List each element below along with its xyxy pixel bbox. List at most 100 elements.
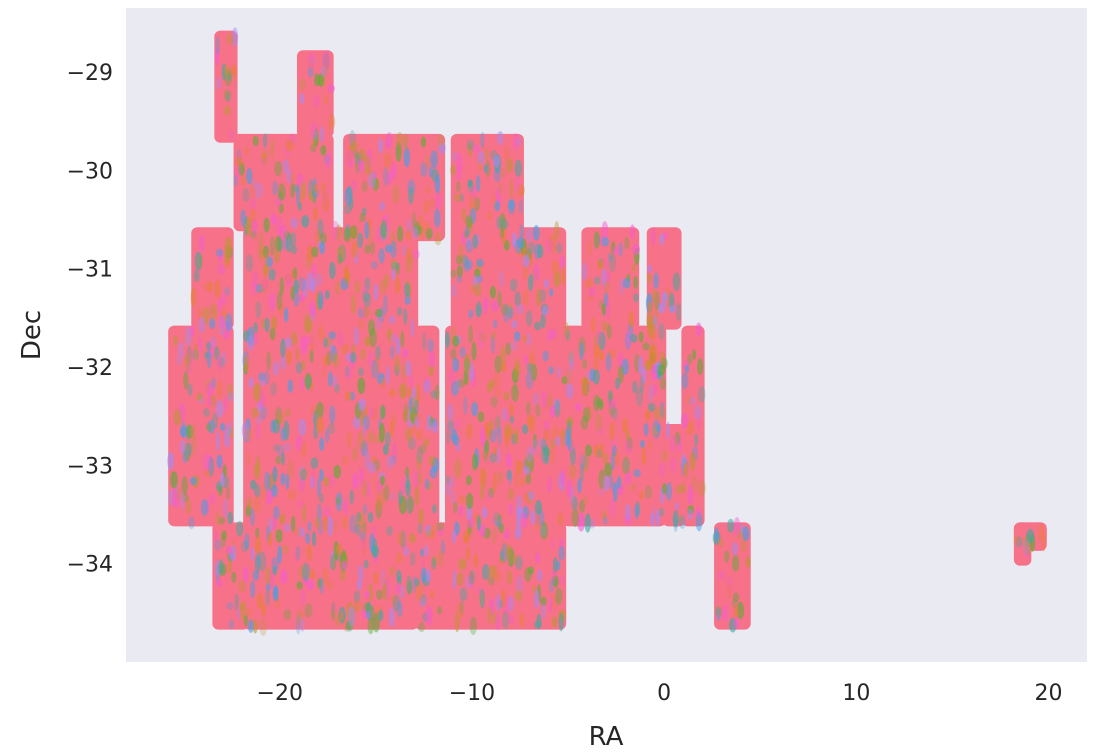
data-point: [250, 230, 257, 240]
data-point: [430, 390, 438, 399]
data-point: [419, 162, 428, 177]
data-point: [278, 190, 283, 202]
data-point: [338, 244, 346, 263]
data-point: [415, 384, 421, 405]
data-point: [666, 421, 671, 440]
data-point: [373, 283, 379, 301]
data-point: [556, 366, 562, 379]
data-point: [558, 546, 565, 561]
data-point: [548, 366, 554, 375]
data-point: [608, 474, 614, 489]
data-point: [338, 610, 344, 622]
data-point: [624, 331, 632, 350]
data-point: [607, 389, 614, 402]
data-point: [279, 513, 286, 525]
data-point: [243, 434, 251, 443]
data-point: [430, 150, 438, 169]
data-point: [290, 286, 295, 301]
data-point: [194, 251, 203, 271]
data-point: [370, 455, 377, 466]
data-point: [543, 420, 550, 432]
data-point: [520, 512, 528, 529]
data-point: [301, 359, 306, 371]
data-point: [324, 428, 330, 444]
data-point: [268, 570, 274, 590]
data-point: [519, 224, 525, 241]
data-point: [674, 502, 679, 511]
data-point: [254, 461, 261, 480]
data-point: [260, 152, 267, 167]
data-point: [261, 602, 266, 617]
data-point: [544, 445, 550, 465]
data-point: [587, 240, 592, 256]
data-point: [678, 435, 683, 453]
data-point: [359, 212, 366, 223]
data-point: [494, 512, 503, 523]
data-point: [419, 597, 427, 608]
data-point: [221, 63, 226, 81]
data-point: [185, 423, 191, 442]
data-point: [395, 276, 401, 295]
data-point: [662, 290, 668, 308]
data-point: [488, 379, 495, 389]
data-point: [434, 174, 441, 194]
data-point: [604, 270, 611, 283]
data-point: [375, 589, 383, 600]
data-point: [613, 482, 618, 503]
data-point: [337, 253, 343, 265]
data-point: [434, 195, 439, 209]
data-point: [280, 452, 285, 466]
data-point: [318, 493, 324, 504]
data-point: [279, 277, 285, 296]
data-point: [561, 266, 566, 286]
data-point: [200, 499, 209, 516]
data-point: [452, 570, 457, 590]
data-point: [659, 401, 665, 418]
data-point: [531, 439, 539, 456]
region-6: [243, 227, 419, 630]
data-point: [632, 380, 638, 394]
data-point: [335, 543, 343, 557]
data-point: [468, 195, 477, 214]
data-point: [349, 489, 354, 505]
data-point: [715, 607, 721, 621]
data-point: [206, 382, 214, 397]
data-point: [395, 132, 404, 148]
data-point: [287, 489, 296, 500]
data-point: [406, 257, 412, 274]
data-point: [579, 463, 585, 483]
data-point: [626, 436, 633, 450]
data-point: [318, 295, 323, 310]
data-point: [538, 289, 547, 303]
data-point: [579, 499, 585, 513]
data-point: [255, 182, 263, 199]
data-point: [526, 446, 534, 463]
data-point: [642, 342, 650, 351]
data-point: [590, 316, 597, 333]
data-point: [549, 445, 556, 466]
data-point: [515, 506, 524, 521]
data-point: [223, 64, 230, 78]
data-point: [408, 186, 414, 205]
data-point: [247, 619, 254, 633]
data-point: [519, 612, 525, 628]
data-point: [362, 537, 367, 557]
data-point: [464, 575, 473, 589]
data-point: [287, 459, 294, 480]
data-point: [367, 318, 375, 336]
data-point: [478, 159, 483, 172]
data-point: [535, 552, 540, 563]
data-point: [454, 521, 460, 536]
data-point: [322, 51, 330, 69]
data-point: [378, 248, 385, 264]
data-point: [569, 351, 575, 371]
data-point: [184, 352, 192, 373]
data-point: [206, 350, 212, 369]
data-point: [452, 357, 460, 373]
data-point: [400, 331, 405, 348]
data-point: [361, 479, 368, 498]
data-point: [424, 375, 430, 391]
data-point: [275, 197, 283, 207]
data-point: [418, 622, 425, 633]
